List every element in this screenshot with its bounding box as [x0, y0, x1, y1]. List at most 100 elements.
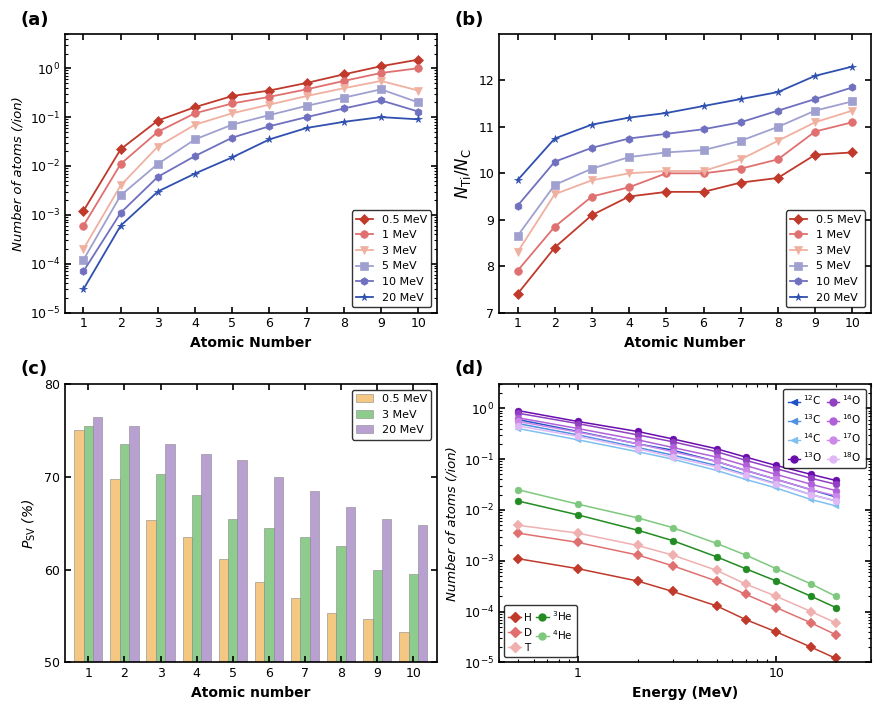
1 MeV: [190, 109, 200, 117]
3 MeV: [264, 100, 274, 109]
3 MeV: [227, 109, 237, 117]
Bar: [228, 518, 237, 711]
Bar: [146, 520, 156, 711]
20 MeV: [376, 113, 386, 122]
20 MeV: [624, 113, 634, 122]
5 MeV: [624, 153, 634, 161]
0.5 MeV: [661, 188, 671, 196]
Line: 0.5 MeV: 0.5 MeV: [513, 149, 856, 298]
5 MeV: [116, 191, 126, 200]
Bar: [165, 444, 175, 711]
Bar: [408, 574, 418, 711]
3 MeV: [773, 137, 783, 145]
10 MeV: [587, 144, 597, 152]
Bar: [273, 477, 283, 711]
5 MeV: [153, 160, 163, 169]
10 MeV: [736, 118, 746, 127]
10 MeV: [264, 122, 274, 131]
1 MeV: [736, 164, 746, 173]
0.5 MeV: [773, 173, 783, 182]
0.5 MeV: [512, 289, 523, 298]
Bar: [346, 506, 355, 711]
1 MeV: [773, 155, 783, 164]
3 MeV: [302, 92, 312, 100]
Text: (b): (b): [454, 11, 483, 28]
0.5 MeV: [376, 62, 386, 70]
3 MeV: [512, 248, 523, 257]
Y-axis label: Number of atoms (/ion): Number of atoms (/ion): [445, 446, 458, 601]
3 MeV: [624, 169, 634, 178]
20 MeV: [227, 153, 237, 161]
5 MeV: [78, 255, 89, 264]
Line: 20 MeV: 20 MeV: [513, 63, 856, 184]
1 MeV: [78, 221, 89, 230]
3 MeV: [661, 166, 671, 175]
0.5 MeV: [190, 103, 200, 112]
10 MeV: [549, 157, 560, 166]
Bar: [129, 426, 138, 711]
0.5 MeV: [116, 145, 126, 154]
Bar: [400, 632, 408, 711]
Legend: 0.5 MeV, 1 MeV, 3 MeV, 5 MeV, 10 MeV, 20 MeV: 0.5 MeV, 1 MeV, 3 MeV, 5 MeV, 10 MeV, 20…: [352, 210, 431, 307]
5 MeV: [413, 98, 423, 107]
Bar: [336, 547, 346, 711]
3 MeV: [190, 120, 200, 129]
0.5 MeV: [413, 55, 423, 64]
20 MeV: [116, 221, 126, 230]
10 MeV: [339, 105, 349, 113]
Bar: [219, 560, 228, 711]
Y-axis label: $N_{\mathrm{Ti}}/N_{\mathrm{C}}$: $N_{\mathrm{Ti}}/N_{\mathrm{C}}$: [452, 148, 473, 198]
20 MeV: [773, 88, 783, 97]
Bar: [310, 491, 319, 711]
5 MeV: [227, 120, 237, 129]
3 MeV: [810, 118, 820, 127]
3 MeV: [736, 155, 746, 164]
20 MeV: [512, 176, 523, 185]
0.5 MeV: [302, 79, 312, 87]
Y-axis label: Number of atoms (/ion): Number of atoms (/ion): [11, 96, 24, 251]
1 MeV: [847, 118, 857, 127]
Line: 5 MeV: 5 MeV: [513, 97, 856, 240]
20 MeV: [661, 109, 671, 117]
X-axis label: Atomic number: Atomic number: [191, 686, 310, 700]
10 MeV: [153, 173, 163, 181]
Line: 0.5 MeV: 0.5 MeV: [79, 56, 422, 215]
Text: (d): (d): [454, 360, 483, 378]
X-axis label: Atomic Number: Atomic Number: [191, 336, 311, 350]
Bar: [110, 479, 120, 711]
20 MeV: [190, 169, 200, 178]
0.5 MeV: [339, 70, 349, 79]
0.5 MeV: [624, 192, 634, 201]
0.5 MeV: [699, 188, 709, 196]
0.5 MeV: [78, 207, 89, 215]
10 MeV: [78, 267, 89, 275]
10 MeV: [810, 95, 820, 103]
Bar: [120, 444, 129, 711]
5 MeV: [736, 137, 746, 145]
Y-axis label: $P_{\mathrm{SV}}$ (%): $P_{\mathrm{SV}}$ (%): [21, 498, 39, 549]
20 MeV: [587, 120, 597, 129]
3 MeV: [549, 190, 560, 198]
3 MeV: [339, 84, 349, 92]
1 MeV: [587, 192, 597, 201]
1 MeV: [549, 223, 560, 231]
20 MeV: [413, 115, 423, 124]
0.5 MeV: [549, 243, 560, 252]
Line: 3 MeV: 3 MeV: [513, 107, 856, 256]
1 MeV: [302, 85, 312, 94]
Bar: [418, 525, 428, 711]
Bar: [291, 597, 301, 711]
0.5 MeV: [736, 178, 746, 187]
1 MeV: [661, 169, 671, 178]
Bar: [372, 570, 382, 711]
3 MeV: [847, 107, 857, 115]
0.5 MeV: [227, 92, 237, 100]
1 MeV: [339, 77, 349, 85]
5 MeV: [587, 164, 597, 173]
5 MeV: [264, 111, 274, 119]
20 MeV: [153, 187, 163, 196]
1 MeV: [227, 100, 237, 108]
Bar: [93, 417, 102, 711]
Legend: 0.5 MeV, 1 MeV, 3 MeV, 5 MeV, 10 MeV, 20 MeV: 0.5 MeV, 1 MeV, 3 MeV, 5 MeV, 10 MeV, 20…: [786, 210, 865, 307]
3 MeV: [116, 181, 126, 190]
